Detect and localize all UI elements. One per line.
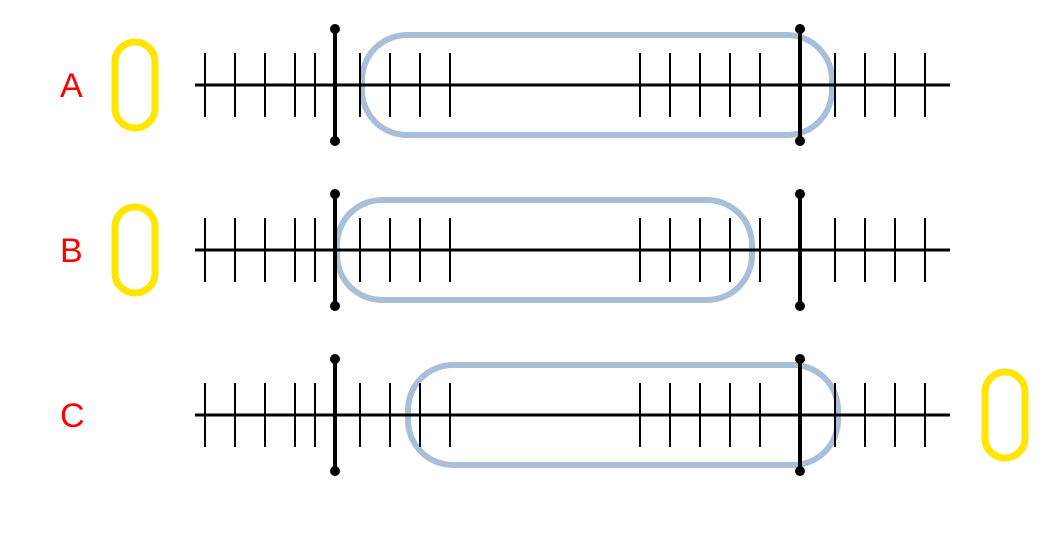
- row-A: A: [60, 24, 950, 146]
- label-A: A: [60, 67, 83, 105]
- pin-dot-top-B-0: [330, 189, 340, 199]
- row-B: B: [60, 189, 950, 311]
- label-C: C: [60, 397, 85, 435]
- pin-dot-bottom-A-0: [330, 136, 340, 146]
- pin-dot-top-C-0: [330, 354, 340, 364]
- row-C: C: [60, 354, 1025, 476]
- pin-dot-top-B-1: [795, 189, 805, 199]
- pin-dot-bottom-B-1: [795, 301, 805, 311]
- pin-dot-bottom-C-0: [330, 466, 340, 476]
- pin-dot-bottom-B-0: [330, 301, 340, 311]
- yellow-marker-C: [985, 372, 1025, 458]
- pin-dot-bottom-C-1: [795, 466, 805, 476]
- yellow-marker-A: [115, 42, 155, 128]
- pin-dot-top-A-1: [795, 24, 805, 34]
- yellow-marker-B: [115, 207, 155, 293]
- pin-dot-top-A-0: [330, 24, 340, 34]
- pin-dot-bottom-A-1: [795, 136, 805, 146]
- pin-dot-top-C-1: [795, 354, 805, 364]
- label-B: B: [60, 232, 83, 270]
